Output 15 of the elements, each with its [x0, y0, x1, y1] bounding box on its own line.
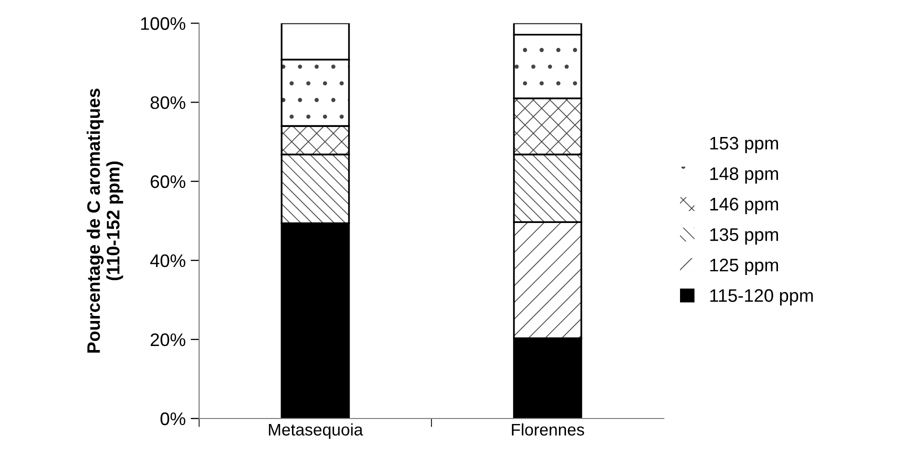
- x-tick-label: Florennes: [512, 423, 584, 436]
- legend-label: 125 ppm: [710, 258, 778, 276]
- y-tick-label: 80%: [150, 96, 186, 110]
- y-tick-label: 0%: [160, 412, 186, 426]
- legend-label: 135 ppm: [710, 228, 778, 245]
- text: 153 ppm: [710, 136, 778, 154]
- legend-label: 146 ppm: [710, 198, 778, 214]
- y-tick-label: 40%: [150, 254, 186, 268]
- y-tick-label: 100%: [141, 17, 186, 30]
- legend-label: 115-120 ppm: [710, 289, 813, 306]
- y-axis-title: Pourcentage de C aromatiques (110-152 ppm): [86, 88, 124, 353]
- y-tick-label: 20%: [150, 333, 186, 346]
- x-tick-label: Metasequoia: [268, 423, 364, 439]
- y-tick-label: 60%: [150, 175, 186, 188]
- legend-label: 148 ppm: [710, 167, 778, 184]
